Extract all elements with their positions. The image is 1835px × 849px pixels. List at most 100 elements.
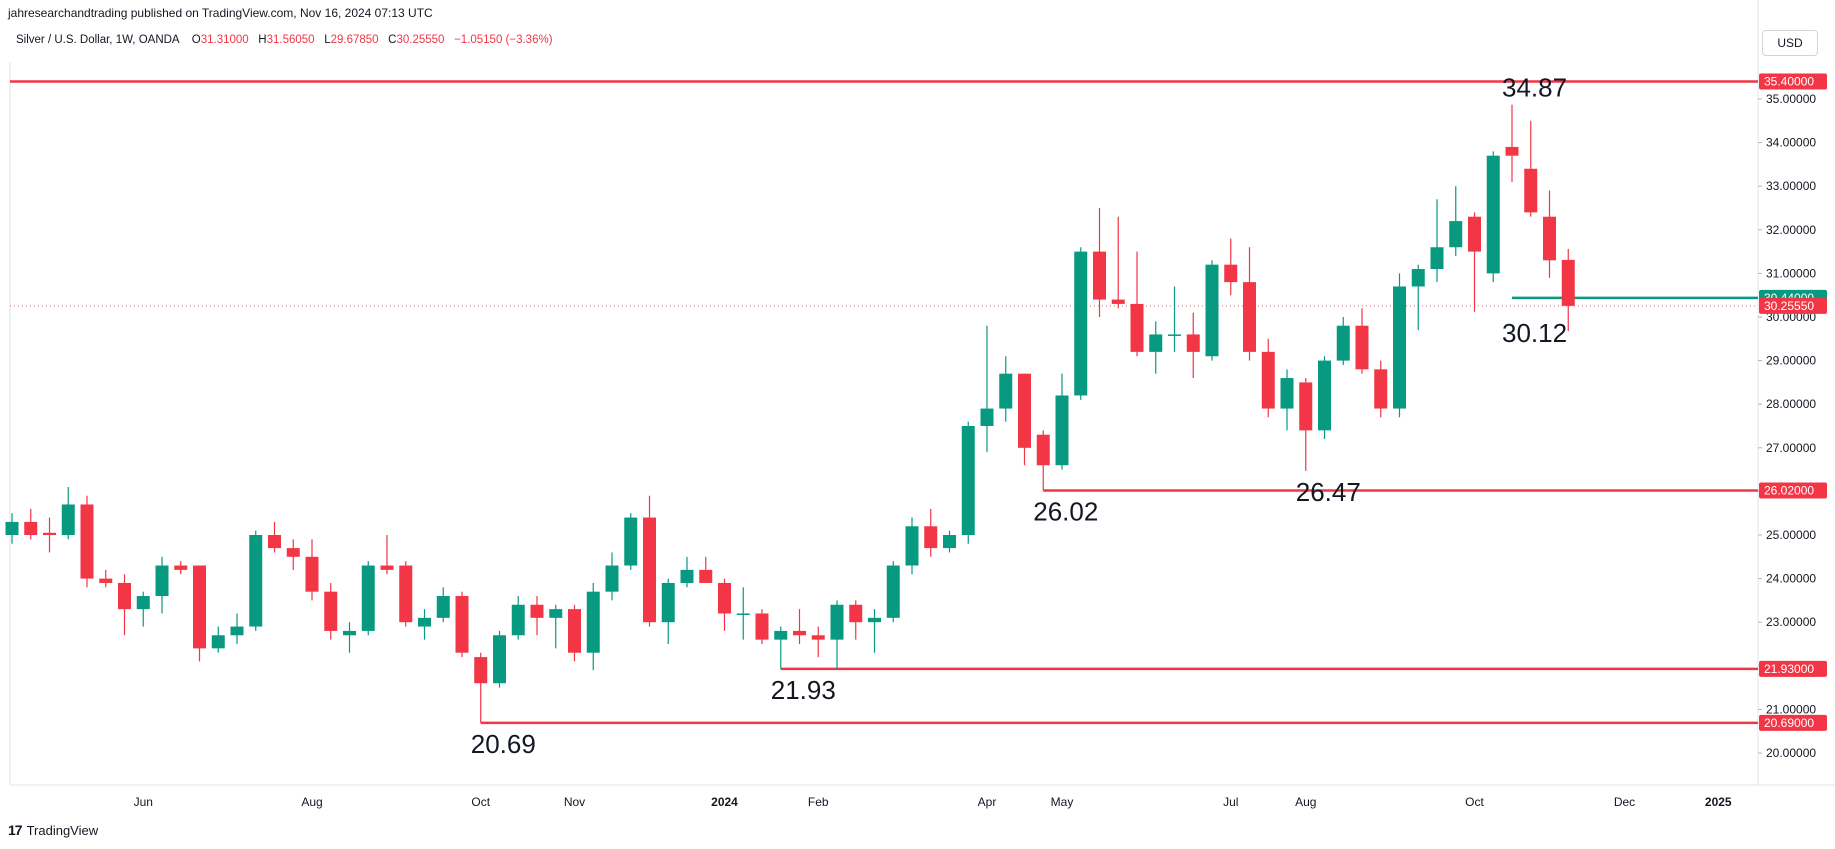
candle-body	[155, 565, 169, 597]
candle-body	[1243, 282, 1256, 352]
candle	[643, 495, 656, 627]
candle-body	[493, 635, 506, 684]
candle	[1318, 356, 1331, 440]
candle	[943, 530, 956, 553]
price-label-text: 30.25550	[1764, 299, 1814, 313]
candle-body	[1280, 378, 1294, 409]
x-tick-label: Apr	[978, 795, 997, 809]
open-value: 31.31000	[200, 34, 249, 46]
candle	[980, 325, 994, 453]
currency-button[interactable]: USD	[1762, 30, 1818, 56]
price-annotation: 34.87	[1502, 73, 1567, 103]
candle	[1411, 264, 1425, 331]
candle-body	[1186, 334, 1200, 352]
low-value: 29.67850	[330, 34, 379, 46]
candle	[24, 508, 38, 540]
candle-body	[324, 591, 338, 631]
candle	[830, 600, 844, 671]
candle	[493, 630, 506, 688]
candle	[99, 569, 113, 588]
candle-body	[1524, 168, 1538, 213]
candle	[286, 539, 300, 570]
open-label: O	[191, 34, 201, 46]
candle	[380, 535, 394, 575]
high-value: 31.56050	[266, 34, 315, 46]
candle	[193, 565, 206, 662]
candle	[999, 356, 1013, 422]
y-tick-label: 31.00000	[1766, 266, 1816, 280]
candle	[1393, 273, 1406, 418]
candle	[249, 530, 263, 631]
candle	[455, 591, 469, 658]
candle-body	[1374, 369, 1388, 409]
candle	[511, 596, 525, 640]
candle	[549, 604, 563, 649]
candle-body	[680, 569, 694, 583]
candle	[661, 578, 675, 644]
y-tick-label: 27.00000	[1766, 441, 1816, 455]
candle-body	[530, 604, 544, 618]
candle	[1074, 247, 1088, 400]
candle	[174, 561, 188, 575]
candle-body	[1055, 395, 1069, 466]
price-annotation: 20.69	[471, 729, 536, 759]
candle-body	[1299, 382, 1313, 431]
price-annotation: 26.47	[1296, 477, 1361, 507]
candle-body	[811, 635, 825, 640]
candle-body	[1130, 303, 1144, 352]
candle-body	[943, 535, 956, 549]
candle	[530, 596, 544, 636]
candle-body	[455, 596, 469, 653]
candle-body	[268, 535, 281, 549]
candle	[1205, 260, 1219, 361]
candle	[1149, 321, 1163, 374]
candle	[1449, 186, 1463, 256]
candle-body	[1261, 351, 1275, 409]
candle-body	[511, 604, 525, 636]
candle	[811, 626, 825, 658]
candle-body	[174, 565, 188, 570]
candle-body	[699, 569, 713, 583]
candle-body	[305, 556, 319, 592]
candle	[1224, 238, 1238, 296]
candle	[605, 552, 619, 601]
candle	[1243, 247, 1256, 361]
candle	[1055, 373, 1069, 470]
candle-body	[755, 613, 769, 640]
price-label-text: 26.02000	[1764, 484, 1814, 498]
candle-body	[1468, 216, 1481, 252]
candle	[1336, 317, 1350, 365]
candle	[80, 495, 94, 588]
price-label-text: 20.69000	[1764, 716, 1814, 730]
tradingview-logo[interactable]: 17 TradingView	[8, 822, 98, 838]
candle-body	[343, 630, 356, 636]
candle	[1561, 248, 1575, 332]
candle	[1524, 120, 1538, 217]
candle	[849, 600, 863, 640]
price-label-box	[1759, 482, 1827, 499]
y-tick-label: 35.00000	[1766, 92, 1816, 106]
price-label-text: 21.93000	[1764, 662, 1814, 676]
candle-body	[624, 517, 638, 566]
candle-body	[586, 591, 600, 653]
candle	[1261, 338, 1275, 418]
candle-body	[361, 565, 375, 631]
candle	[155, 556, 169, 614]
symbol-legend: Silver / U.S. Dollar, 1W, OANDA O31.3100…	[16, 34, 553, 46]
candle	[324, 582, 338, 640]
candle	[886, 561, 900, 623]
candle-body	[118, 582, 131, 610]
y-tick-label: 24.00000	[1766, 572, 1816, 586]
candle	[136, 591, 150, 627]
candle-body	[436, 596, 450, 618]
x-tick-label: Nov	[564, 795, 585, 809]
candle	[1543, 190, 1556, 278]
candle	[211, 626, 225, 653]
candle-body	[193, 565, 206, 649]
candle	[774, 626, 788, 669]
candle	[43, 517, 56, 553]
candle-body	[1093, 251, 1106, 300]
candle-body	[1018, 373, 1031, 448]
candle	[418, 609, 431, 640]
